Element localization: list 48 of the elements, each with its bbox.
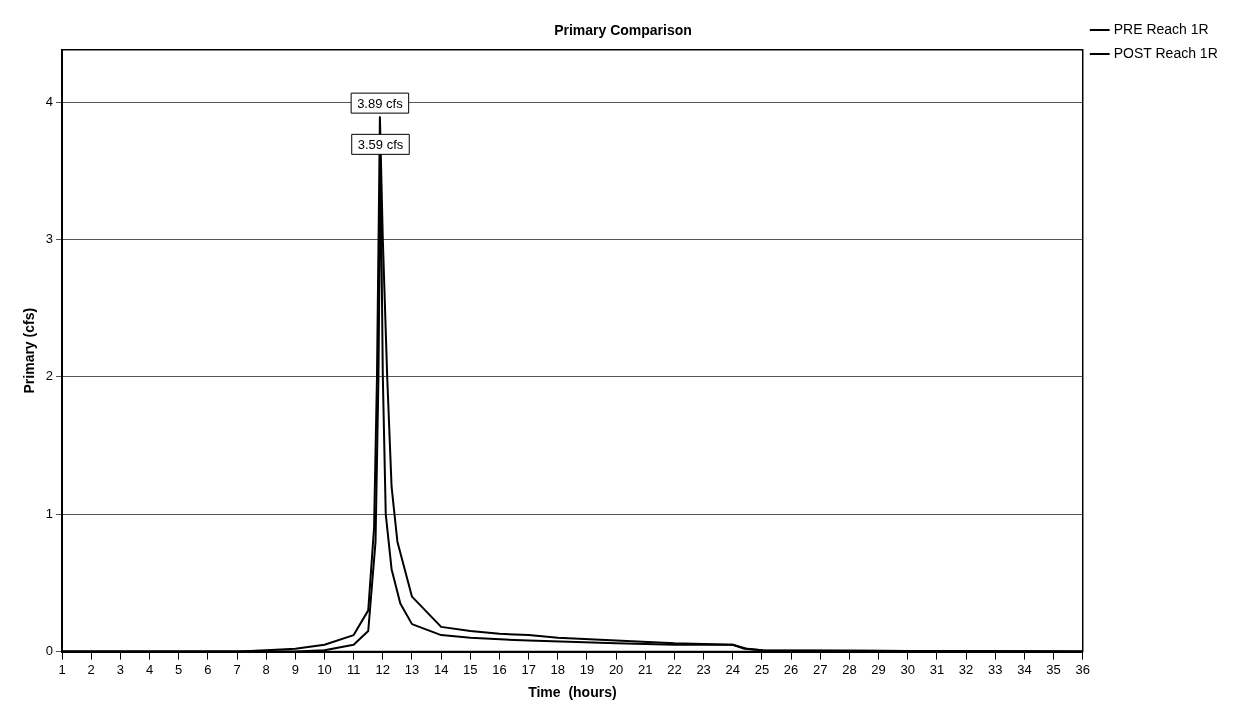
legend-label: POST Reach 1R (1113, 44, 1218, 61)
x-tick-label: 9 (291, 661, 299, 677)
x-tick-label: 35 (1046, 661, 1061, 677)
x-tick-label: 15 (463, 661, 478, 677)
x-tick-label: 25 (754, 661, 770, 677)
y-tick-label: 3 (45, 230, 54, 246)
x-tick-label: 3 (116, 661, 124, 677)
chart-title: Primary Comparison (554, 22, 692, 39)
x-tick-label: 12 (375, 661, 391, 677)
y-axis-title: Primary (cfs) (21, 307, 38, 394)
x-tick-label: 13 (404, 661, 420, 677)
x-tick-label: 32 (958, 661, 974, 677)
x-tick-label: 27 (813, 661, 828, 677)
y-tick-label: 0 (45, 643, 54, 659)
x-tick-label: 18 (550, 661, 566, 677)
x-tick-label: 26 (783, 661, 799, 677)
x-tick-label: 19 (579, 661, 595, 677)
y-tick-label: 2 (45, 368, 54, 384)
annotation: 3.89 cfs (357, 95, 404, 111)
x-tick-label: 10 (317, 661, 332, 677)
x-tick-label: 7 (233, 661, 241, 677)
x-tick-label: 6 (204, 661, 212, 677)
x-tick-label: 36 (1075, 661, 1090, 677)
x-tick-label: 24 (725, 661, 741, 677)
x-tick-label: 4 (145, 661, 154, 677)
x-tick-label: 11 (346, 661, 361, 677)
x-tick-label: 20 (608, 661, 624, 677)
x-tick-label: 31 (929, 661, 945, 677)
legend-label: PRE Reach 1R (1113, 20, 1209, 37)
x-tick-label: 34 (1017, 661, 1032, 677)
x-tick-label: 17 (521, 661, 536, 677)
x-tick-label: 16 (492, 661, 507, 677)
x-tick-label: 28 (842, 661, 857, 677)
x-tick-label: 23 (696, 661, 711, 677)
x-axis-title: Time (hours) (528, 684, 617, 701)
y-tick-label: 4 (45, 93, 54, 109)
y-tick-label: 1 (45, 505, 54, 521)
x-tick-label: 30 (900, 661, 915, 677)
x-tick-label: 1 (58, 661, 66, 677)
annotation: 3.59 cfs (357, 136, 404, 152)
x-tick-label: 5 (175, 661, 183, 677)
x-tick-label: 8 (262, 661, 270, 677)
x-tick-label: 2 (87, 661, 95, 677)
x-tick-label: 21 (638, 661, 653, 677)
x-tick-label: 22 (667, 661, 682, 677)
x-tick-label: 29 (871, 661, 886, 677)
x-tick-label: 14 (433, 661, 449, 677)
x-tick-label: 33 (988, 661, 1003, 677)
